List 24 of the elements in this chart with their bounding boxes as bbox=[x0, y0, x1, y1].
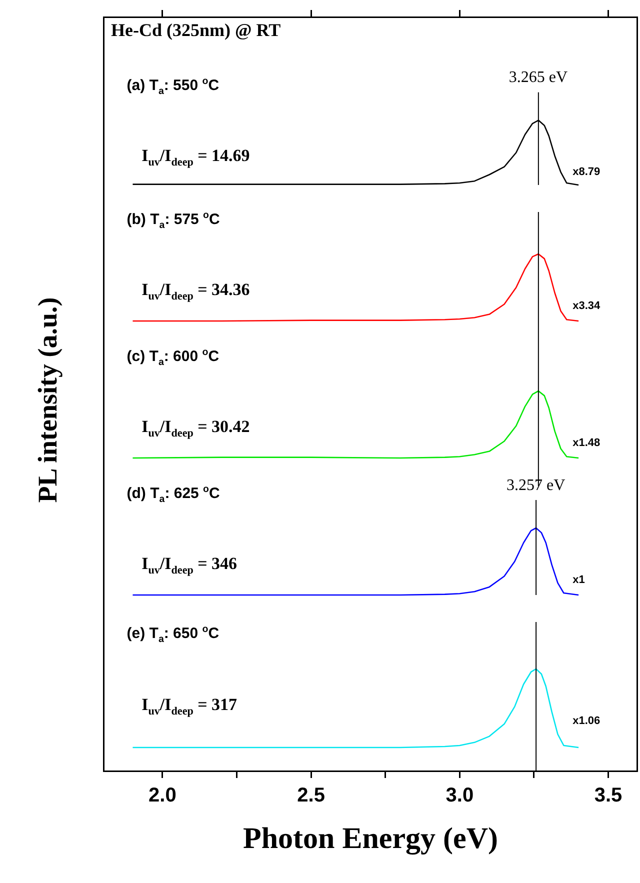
text: (b) T$_{a}$: 575 $^{o}$C bbox=[126, 210, 220, 230]
annotation: I$_{uv}$/I$_{deep}$ = 14.69 bbox=[142, 146, 250, 169]
annotation: I$_{uv}$/I$_{deep}$ = 346 bbox=[142, 554, 238, 576]
ref-line-label: 3.257 eV bbox=[506, 477, 566, 495]
annotation: I$_{uv}$/I$_{deep}$ = 34.36 bbox=[142, 280, 250, 302]
x-tick-label: 3.5 bbox=[594, 784, 622, 807]
annotation: x1 bbox=[572, 574, 585, 586]
annotation: x8.79 bbox=[572, 166, 600, 178]
annotation: x1.06 bbox=[572, 714, 600, 727]
annotation: x3.34 bbox=[572, 300, 600, 312]
x-tick-label: 2.5 bbox=[297, 784, 325, 807]
annotation: I$_{uv}$/I$_{deep}$ = 30.42 bbox=[142, 417, 250, 440]
x-axis-title: Photon Energy (eV) bbox=[243, 822, 498, 855]
annotation: I$_{uv}$/I$_{deep}$ = 317 bbox=[142, 694, 238, 718]
text: (c) T$_{a}$: 600 $^{o}$C bbox=[126, 346, 220, 368]
y-axis-title: PL intensity (a.u.) bbox=[32, 297, 64, 503]
text: (a) T$_{a}$: 550 $^{o}$C bbox=[126, 76, 220, 97]
ref-line-label: 3.265 eV bbox=[508, 69, 568, 88]
annotation: x1.48 bbox=[572, 437, 600, 449]
chart-title: He-Cd (325nm) @ RT bbox=[111, 20, 281, 40]
text: (d) T$_{a}$: 625 $^{o}$C bbox=[126, 484, 220, 504]
x-tick-label: 2.0 bbox=[148, 784, 176, 807]
text: (e) T$_{a}$: 650 $^{o}$C bbox=[126, 624, 220, 646]
x-tick-label: 3.0 bbox=[446, 784, 474, 807]
